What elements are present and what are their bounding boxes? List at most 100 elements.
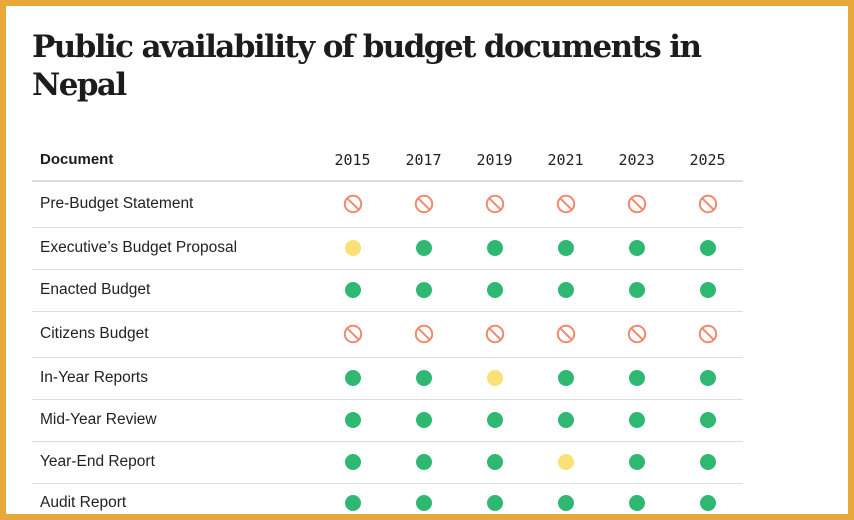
table-row: Mid-Year Review — [32, 399, 743, 442]
status-cell — [388, 357, 459, 400]
year-header: 2025 — [672, 139, 743, 182]
document-column-header: Document — [32, 139, 317, 182]
document-label: Year-End Report — [32, 441, 317, 484]
status-cell — [459, 399, 530, 442]
not-available-icon — [698, 194, 718, 214]
not-available-icon — [485, 324, 505, 344]
available-dot — [628, 453, 645, 470]
status-cell — [317, 399, 388, 442]
table-row: Citizens Budget — [32, 311, 743, 358]
status-cell — [530, 399, 601, 442]
available-dot — [344, 453, 361, 470]
not-available-icon — [414, 324, 434, 344]
year-header: 2019 — [459, 139, 530, 182]
status-cell — [459, 311, 530, 358]
status-cell — [601, 269, 672, 312]
available-dot — [344, 495, 361, 512]
status-cell — [530, 441, 601, 484]
not-available-icon — [556, 324, 576, 344]
available-dot — [628, 369, 645, 386]
available-dot — [628, 281, 645, 298]
available-dot — [344, 369, 361, 386]
status-cell — [530, 483, 601, 514]
available-dot — [415, 281, 432, 298]
available-dot — [628, 239, 645, 256]
available-dot — [486, 453, 503, 470]
document-label: Enacted Budget — [32, 269, 317, 312]
not-available-icon — [485, 194, 505, 214]
status-cell — [672, 483, 743, 514]
status-cell — [459, 441, 530, 484]
status-cell — [317, 181, 388, 228]
status-cell — [672, 227, 743, 270]
table-row: Pre-Budget Statement — [32, 181, 743, 228]
status-cell — [317, 311, 388, 358]
available-dot — [415, 495, 432, 512]
status-cell — [601, 181, 672, 228]
status-cell — [601, 483, 672, 514]
status-cell — [388, 269, 459, 312]
available-dot — [415, 453, 432, 470]
status-cell — [530, 181, 601, 228]
available-dot — [699, 453, 716, 470]
year-header: 2021 — [530, 139, 601, 182]
table-row: In-Year Reports — [32, 357, 743, 400]
status-cell — [317, 357, 388, 400]
status-cell — [601, 399, 672, 442]
status-cell — [530, 269, 601, 312]
status-cell — [530, 311, 601, 358]
available-dot — [344, 281, 361, 298]
table-row: Year-End Report — [32, 441, 743, 484]
available-dot — [699, 411, 716, 428]
available-dot — [415, 239, 432, 256]
status-cell — [388, 399, 459, 442]
status-cell — [317, 441, 388, 484]
document-label: Citizens Budget — [32, 311, 317, 358]
not-available-icon — [698, 324, 718, 344]
status-cell — [672, 357, 743, 400]
availability-table: Document 2015 2017 2019 2021 2023 2025 Pre-Bu… — [32, 139, 743, 514]
available-dot — [557, 369, 574, 386]
status-cell — [459, 181, 530, 228]
table-body: Pre-Budget Statement Executive’s Budget P… — [32, 181, 743, 514]
status-cell — [388, 483, 459, 514]
status-cell — [672, 311, 743, 358]
status-cell — [601, 311, 672, 358]
status-cell — [672, 441, 743, 484]
not-available-icon — [343, 324, 363, 344]
not-available-icon — [627, 324, 647, 344]
available-dot — [486, 239, 503, 256]
status-cell — [601, 441, 672, 484]
available-dot — [557, 239, 574, 256]
status-cell — [388, 441, 459, 484]
status-cell — [388, 181, 459, 228]
status-cell — [672, 181, 743, 228]
document-label: Audit Report — [40, 494, 127, 512]
available-dot — [699, 239, 716, 256]
partial-dot — [557, 453, 574, 470]
status-cell — [672, 399, 743, 442]
year-header: 2017 — [388, 139, 459, 182]
status-cell — [388, 227, 459, 270]
available-dot — [628, 495, 645, 512]
available-dot — [557, 495, 574, 512]
status-cell — [601, 357, 672, 400]
status-cell — [459, 269, 530, 312]
available-dot — [486, 411, 503, 428]
not-available-icon — [627, 194, 647, 214]
status-cell — [601, 227, 672, 270]
document-label: Executive’s Budget Proposal — [32, 227, 317, 270]
available-dot — [486, 495, 503, 512]
available-dot — [557, 281, 574, 298]
available-dot — [486, 281, 503, 298]
status-cell — [317, 269, 388, 312]
table-row: Executive’s Budget Proposal — [32, 227, 743, 270]
available-dot — [699, 495, 716, 512]
document-label: Mid-Year Review — [32, 399, 317, 442]
available-dot — [344, 411, 361, 428]
status-cell — [317, 483, 388, 514]
document-label: In-Year Reports — [32, 357, 317, 400]
status-cell — [530, 357, 601, 400]
year-header: 2015 — [317, 139, 388, 182]
